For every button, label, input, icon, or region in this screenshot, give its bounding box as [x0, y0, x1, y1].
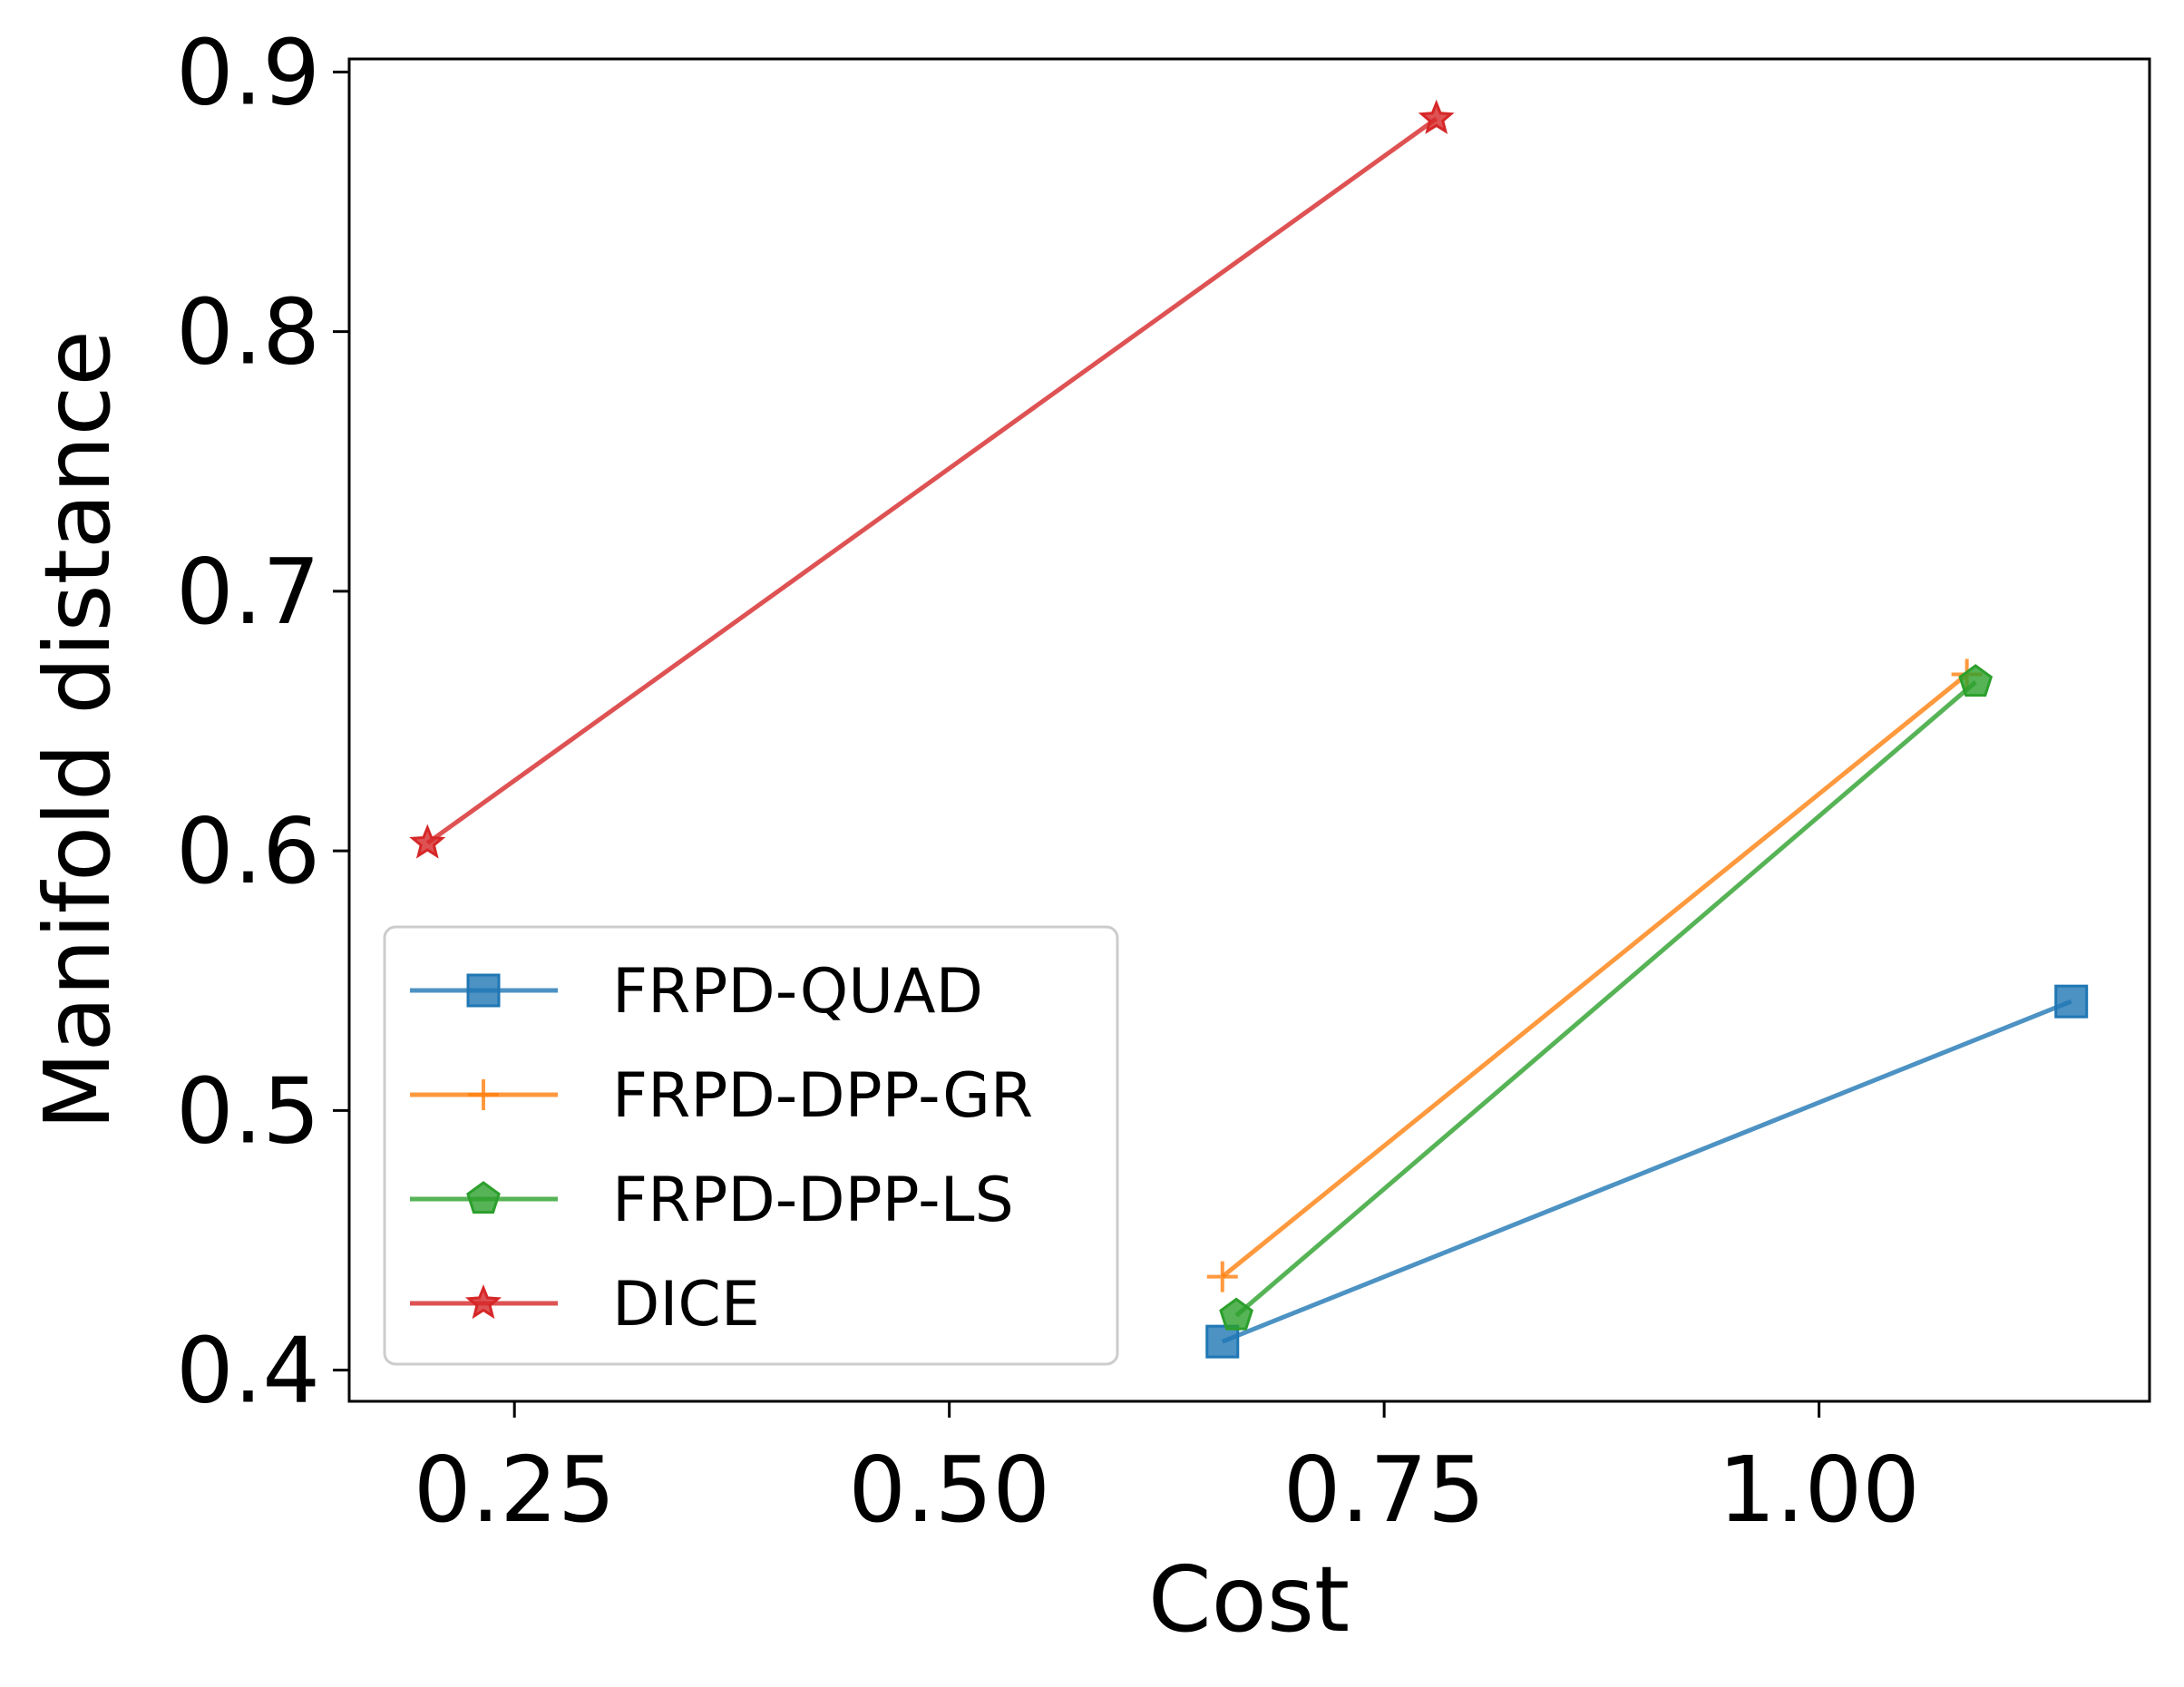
- legend-marker: [464, 1283, 502, 1320]
- data-point: [2054, 984, 2089, 1019]
- series-line: [425, 116, 1438, 845]
- axes-frame: [347, 57, 2151, 1403]
- plot-area: [347, 57, 2151, 1403]
- legend: FRPD-QUAD FRPD-DPP-GR FRPD-DPP-LS DICE: [383, 925, 1119, 1366]
- series-frpd-dpp-gr: [1206, 658, 1983, 1292]
- y-tick-label: 0.7: [176, 539, 320, 645]
- y-axis-label: Manifold distance: [24, 330, 131, 1130]
- y-tick-label: 0.4: [176, 1318, 320, 1424]
- data-point: [1418, 99, 1455, 134]
- legend-label: DICE: [612, 1269, 760, 1341]
- series-line: [1221, 672, 1969, 1279]
- series-dice: [409, 99, 1455, 859]
- series-frpd-dpp-ls: [1219, 664, 1994, 1331]
- x-tick-label: 1.00: [1718, 1437, 1920, 1543]
- y-axis: 0.4 0.5 0.6 0.7 0.8 0.9: [176, 19, 349, 1424]
- series-line: [1221, 999, 2072, 1344]
- legend-marker: [466, 1181, 501, 1214]
- x-tick-label: 0.25: [414, 1437, 616, 1543]
- x-axis: 0.25 0.50 0.75 1.00: [414, 1401, 1920, 1543]
- x-axis-label: Cost: [1148, 1546, 1350, 1653]
- series-frpd-quad: [1205, 984, 2089, 1359]
- legend-marker: [468, 1079, 499, 1110]
- data-point: [1206, 1261, 1238, 1292]
- x-tick-label: 0.75: [1283, 1437, 1486, 1543]
- y-tick-label: 0.5: [176, 1058, 320, 1164]
- legend-label: FRPD-DPP-LS: [612, 1165, 1014, 1236]
- y-tick-label: 0.8: [176, 279, 320, 385]
- series-line: [1234, 680, 1977, 1318]
- y-tick-label: 0.6: [176, 798, 320, 904]
- legend-frame: [383, 925, 1119, 1366]
- legend-item: FRPD-DPP-LS: [410, 1165, 1014, 1236]
- legend-marker: [466, 973, 501, 1008]
- x-tick-label: 0.50: [848, 1437, 1050, 1543]
- data-point: [1205, 1324, 1240, 1359]
- data-point: [1958, 664, 1994, 697]
- data-point: [1219, 1297, 1253, 1331]
- legend-items: FRPD-QUAD FRPD-DPP-GR FRPD-DPP-LS DICE: [410, 956, 1033, 1341]
- data-point: [409, 824, 446, 859]
- y-tick-label: 0.9: [176, 19, 320, 125]
- legend-label: FRPD-DPP-GR: [612, 1060, 1033, 1132]
- legend-item: DICE: [410, 1269, 760, 1341]
- legend-label: FRPD-QUAD: [612, 956, 983, 1028]
- legend-item: FRPD-QUAD: [410, 956, 983, 1028]
- series-layer: [409, 99, 2089, 1359]
- legend-item: FRPD-DPP-GR: [410, 1060, 1033, 1132]
